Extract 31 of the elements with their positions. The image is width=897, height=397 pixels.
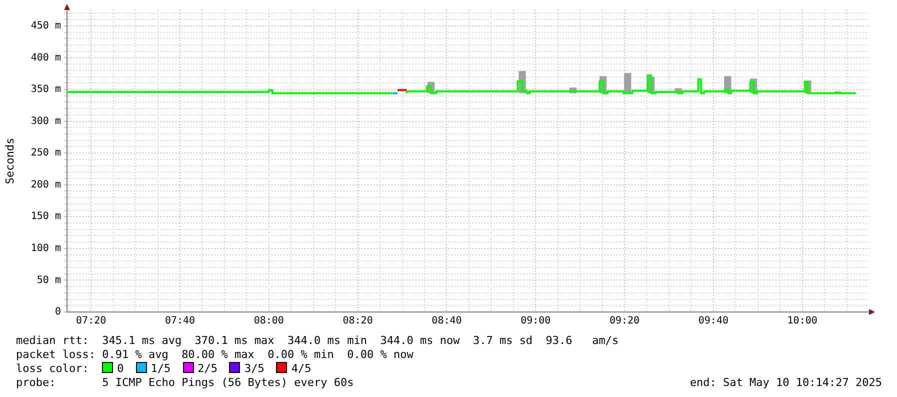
x-tick-label: 07:40: [164, 316, 196, 327]
x-tick-label: 08:00: [254, 316, 284, 327]
text: probe: 5 ICMP Echo Pings (56 Bytes) every 60s: [16, 376, 354, 389]
y-tick-label: 300 m: [30, 116, 61, 127]
legend-label: 1/5: [150, 362, 171, 375]
x-tick-label: 09:40: [698, 316, 728, 327]
x-tick-label: 09:00: [520, 316, 551, 327]
x-tick-label: 08:40: [432, 316, 462, 327]
legend-label: 0: [116, 362, 124, 375]
legend-label: 2/5: [196, 362, 218, 375]
legend-label: 4/5: [290, 362, 312, 375]
x-tick-label: 07:20: [76, 316, 106, 327]
text: end: Sat May 10 10:14:27 2025: [690, 376, 882, 390]
legend-title: loss color:: [16, 362, 90, 375]
x-tick-label: 08:20: [342, 316, 373, 327]
x-tick-label: 09:20: [609, 316, 640, 327]
bar: [624, 72, 632, 94]
y-tick-label: 100 m: [30, 243, 61, 254]
y-tick-label: 150 m: [30, 211, 61, 222]
y-tick-label: 200 m: [30, 179, 61, 190]
y-tick-label: 250 m: [30, 148, 61, 159]
text: median rtt: 345.1 ms avg 370.1 ms max 344.0 ms min 344.0 ms now 3.7 ms sd 93.6 am/s: [16, 334, 620, 348]
legend-label: 3/5: [243, 362, 264, 375]
y-tick-label: 0: [54, 306, 61, 318]
y-tick-label: 450 m: [30, 20, 61, 32]
y-tick-label: 400 m: [30, 52, 61, 64]
y-axis-title: Seconds: [3, 138, 16, 184]
x-tick-label: 10:00: [787, 316, 818, 327]
text: packet loss: 0.91 % avg 80.00 % max 0.00 % min 0.00 % now: [16, 348, 414, 362]
y-tick-label: 350 m: [30, 84, 61, 96]
y-tick-label: 50 m: [36, 274, 61, 286]
